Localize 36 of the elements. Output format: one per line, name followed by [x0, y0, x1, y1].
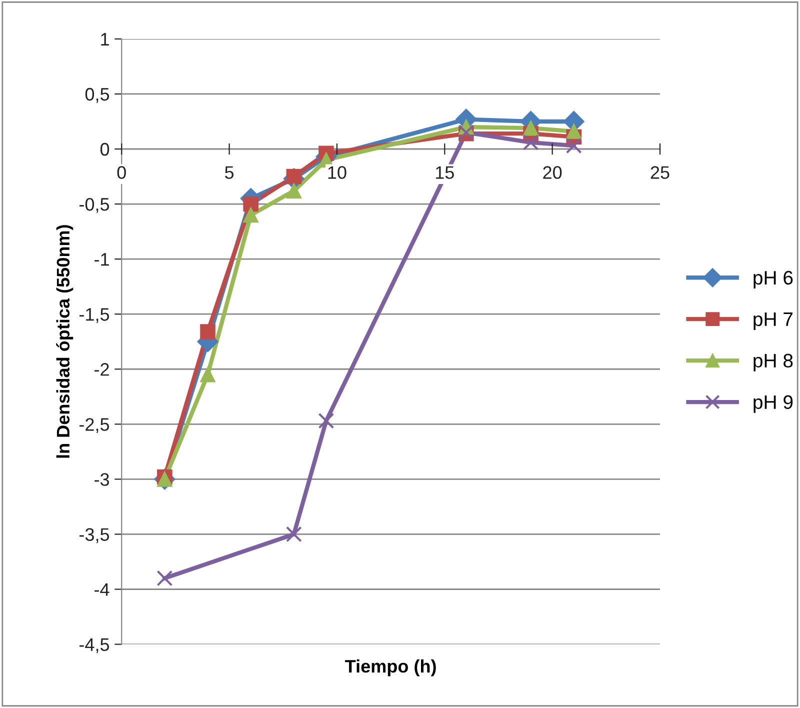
y-tick-label: -3: [94, 473, 109, 486]
y-axis-title: ln Densidad óptica (550nm): [56, 225, 74, 458]
point: [286, 183, 302, 198]
point: [243, 196, 258, 212]
point: [200, 324, 216, 340]
legend-label: pH 8: [754, 354, 793, 372]
y-tick-label: -4,5: [79, 638, 110, 654]
point: [286, 526, 302, 542]
y-tick-label: -0,5: [79, 198, 110, 213]
y-tick-label: -1,5: [79, 308, 110, 323]
point: [156, 570, 173, 586]
legend-label: pH 6: [754, 270, 793, 288]
x-tick-label: 25: [650, 166, 670, 179]
y-tick-label: 0: [100, 142, 110, 156]
y-tick-label: -2,5: [79, 418, 110, 434]
y-tick-label: -4: [94, 583, 110, 596]
x-tick-label: 5: [224, 166, 234, 179]
y-tick-label: -2: [94, 363, 109, 376]
point: [566, 124, 582, 140]
point: [318, 412, 334, 429]
y-tick-label: -3,5: [79, 528, 110, 544]
legend-label: pH 9: [754, 395, 793, 413]
point: [200, 366, 216, 382]
y-tick-label: 0,5: [85, 88, 110, 103]
x-tick-label: 15: [436, 166, 454, 179]
x-tick-label: 0: [117, 166, 126, 179]
y-tick-label: -1: [94, 253, 109, 266]
point: [243, 207, 258, 223]
point: [566, 138, 582, 154]
point: [522, 134, 539, 150]
x-axis-title: Tiempo (h): [345, 659, 436, 676]
point: [523, 120, 538, 136]
x-tick-label: 20: [543, 166, 562, 179]
x-tick-label: 10: [328, 166, 346, 179]
legend-label: pH 7: [754, 312, 793, 330]
y-tick-label: 1: [101, 33, 109, 46]
